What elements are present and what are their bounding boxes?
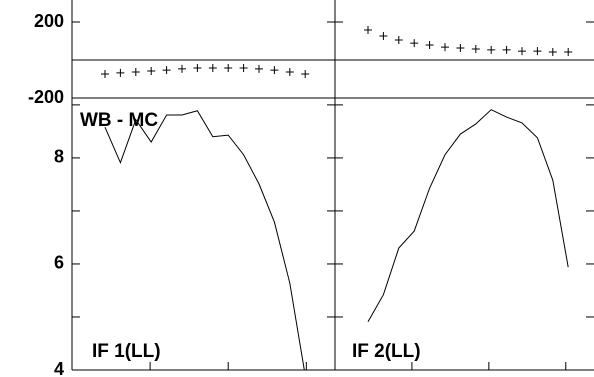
line-series	[104, 110, 305, 370]
point	[564, 48, 573, 57]
y-tick-label: 200	[34, 11, 64, 31]
point	[548, 48, 557, 57]
point	[147, 67, 156, 76]
point	[285, 67, 294, 76]
y-tick-label: 8	[54, 147, 64, 167]
point	[533, 47, 542, 56]
point	[456, 44, 465, 53]
point	[101, 70, 109, 79]
point	[224, 63, 233, 72]
point	[502, 45, 511, 54]
line-series	[367, 109, 569, 322]
point	[208, 63, 217, 72]
y-tick-label: -200	[28, 87, 64, 107]
point	[301, 70, 310, 79]
point	[116, 68, 125, 77]
point	[487, 45, 496, 54]
panel-label: IF 2(LL)	[352, 341, 421, 362]
point	[270, 66, 279, 75]
point	[425, 40, 434, 49]
point	[471, 44, 480, 53]
point	[364, 25, 372, 34]
point	[394, 36, 403, 45]
point	[379, 32, 388, 41]
point	[518, 47, 526, 56]
point	[441, 43, 449, 52]
point	[162, 66, 171, 75]
point	[193, 63, 202, 72]
point	[131, 67, 140, 76]
y-tick-label: 4	[54, 359, 64, 377]
point	[178, 64, 186, 73]
y-tick-label: 6	[54, 253, 64, 273]
point	[410, 39, 419, 48]
point	[239, 63, 248, 72]
panel-title: WB - MC	[80, 110, 158, 131]
point	[255, 64, 263, 73]
panel-label: IF 1(LL)	[92, 341, 161, 362]
